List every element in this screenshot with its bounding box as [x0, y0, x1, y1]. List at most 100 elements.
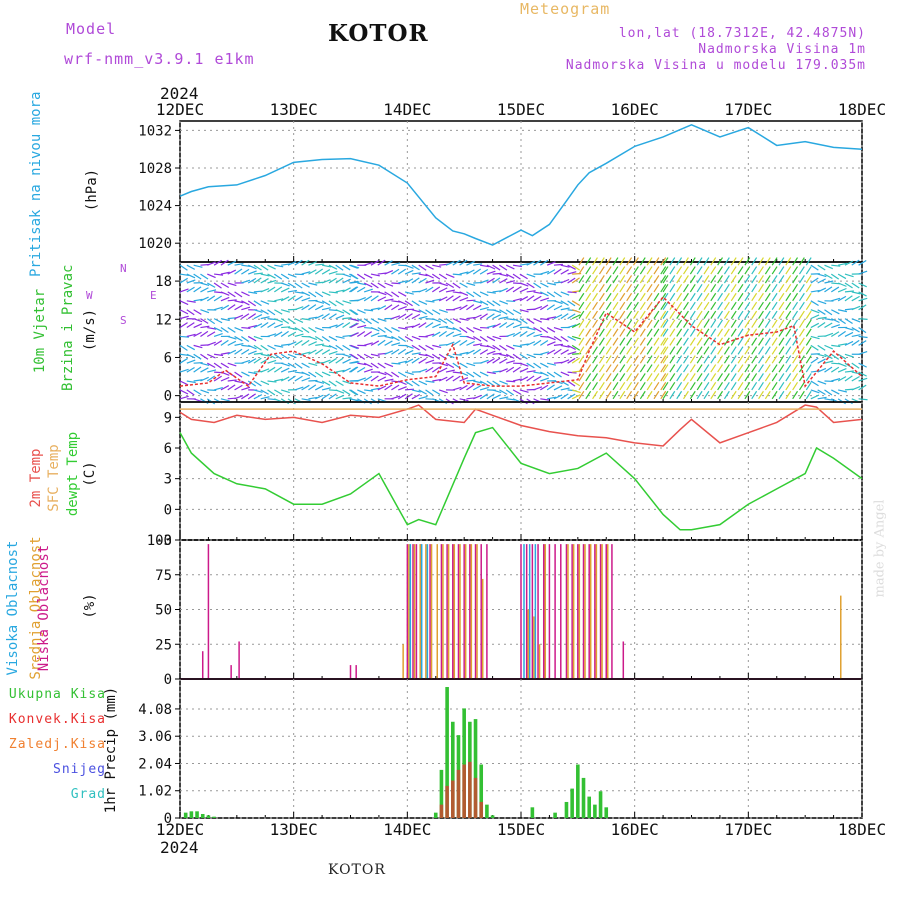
wind-barb	[357, 309, 366, 314]
wind-barb	[717, 364, 724, 373]
wind-barb	[377, 339, 386, 346]
wind-speed-line	[179, 295, 863, 388]
wind-barb	[626, 284, 633, 293]
wind-barb	[730, 337, 737, 346]
wind-barb	[294, 353, 304, 356]
wind-barb	[519, 282, 529, 287]
wind-barb	[689, 310, 696, 319]
x-tick-label-bottom: 14DEC	[383, 820, 431, 839]
wind-barb	[723, 301, 730, 311]
wind-barb	[540, 259, 549, 266]
wind-barb	[778, 257, 785, 266]
wind-barb	[274, 389, 283, 395]
wind-barb	[526, 260, 536, 266]
wind-barb	[764, 310, 771, 319]
wind-barb	[445, 326, 455, 330]
wind-barb	[342, 397, 352, 400]
wind-barb	[466, 362, 476, 367]
wind-barb	[830, 331, 840, 337]
wind-barb	[792, 346, 799, 355]
convective-precip-bar	[473, 777, 478, 818]
wind-barb	[703, 257, 710, 266]
wind-barb	[639, 284, 646, 293]
wind-barb	[193, 353, 202, 360]
wind-barb	[321, 279, 331, 284]
wind-barb	[315, 394, 324, 400]
wind-barb	[592, 382, 598, 391]
wind-barb	[817, 389, 826, 396]
wind-barb	[851, 334, 861, 338]
wind-barb	[578, 257, 585, 266]
wind-barb	[384, 269, 394, 275]
wind-barb	[466, 282, 476, 286]
wind-barb	[662, 328, 669, 337]
wind-barb	[764, 319, 771, 328]
wind-barb	[241, 279, 251, 284]
wind-barb	[432, 389, 441, 396]
wind-barb	[213, 375, 222, 382]
wind-barb	[633, 301, 639, 311]
wind-barb	[858, 304, 867, 311]
wind-barb	[200, 389, 210, 394]
wind-barb	[592, 328, 598, 337]
wind-barb	[592, 346, 598, 355]
wind-barb	[418, 368, 428, 373]
wind-barb	[321, 269, 331, 275]
wind-barb	[851, 327, 860, 333]
wind-barb	[466, 349, 475, 355]
wind-barb	[397, 348, 407, 355]
wind-barb	[547, 396, 557, 400]
wind-barb	[578, 301, 585, 311]
wind-barb	[207, 326, 217, 330]
wind-barb	[492, 394, 501, 400]
wind-barb	[838, 262, 848, 266]
wind-barb	[308, 316, 318, 320]
x-tick-label-bottom: 18DEC	[838, 820, 886, 839]
wind-barb	[315, 263, 325, 266]
total-precip-bar	[490, 815, 495, 818]
wind-barb	[703, 364, 710, 373]
wind-barb	[831, 324, 841, 329]
wind-barb	[526, 273, 536, 278]
wind-barb	[499, 309, 508, 315]
convective-precip-bar	[451, 780, 455, 818]
wind-barb	[798, 390, 805, 400]
wind-barb	[248, 371, 258, 375]
wind-barb	[308, 282, 318, 286]
wind-barb	[445, 369, 455, 373]
wind-barb	[206, 362, 216, 369]
wind-barb	[301, 297, 311, 302]
wind-barb	[546, 349, 556, 355]
wind-barb	[689, 319, 696, 328]
wind-barb	[626, 301, 633, 311]
wind-barb	[452, 375, 461, 382]
wind-barb	[363, 353, 373, 359]
wind-barb	[445, 318, 454, 325]
wind-barb	[213, 306, 223, 311]
wind-barb	[186, 353, 196, 359]
wind-barb	[785, 275, 792, 284]
wind-barb	[267, 322, 276, 329]
wind-barb	[553, 326, 563, 331]
wind-barb	[730, 319, 737, 328]
wind-barb	[703, 301, 710, 311]
wind-barb	[499, 358, 508, 364]
wind-barb	[452, 353, 462, 356]
wind-barb	[391, 395, 401, 400]
wind-barb	[792, 373, 799, 382]
total-precip-bar	[593, 804, 597, 818]
wind-barb	[321, 349, 331, 355]
wind-barb	[771, 373, 778, 382]
wind-barb	[710, 346, 717, 355]
wind-barb	[280, 362, 290, 367]
wind-barb	[179, 335, 190, 338]
wind-barb	[598, 346, 605, 355]
wind-barb	[418, 277, 427, 284]
wind-barb	[459, 282, 468, 288]
wind-barb	[771, 266, 778, 275]
wind-barb	[314, 385, 324, 391]
wind-barb	[696, 390, 703, 400]
wind-barb	[858, 327, 867, 334]
wind-barb	[844, 331, 854, 337]
wind-barb	[267, 359, 277, 364]
